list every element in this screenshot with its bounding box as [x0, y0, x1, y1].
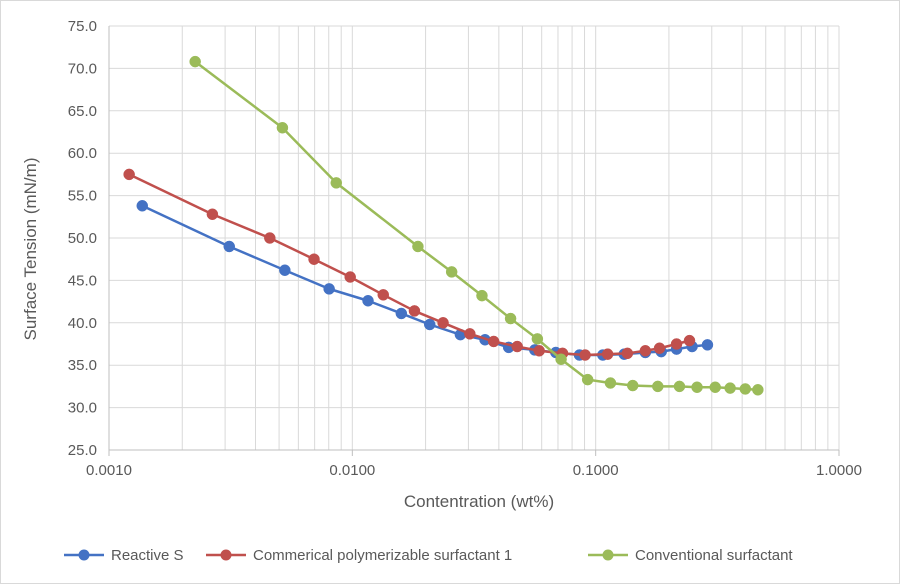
y-tick-label: 30.0 [68, 400, 97, 417]
data-point [621, 347, 634, 360]
legend-label: Reactive S [111, 547, 184, 564]
data-point [344, 271, 356, 283]
data-point [445, 266, 458, 278]
data-point [752, 384, 764, 396]
series-2 [123, 168, 696, 361]
y-tick-label: 25.0 [68, 442, 97, 459]
y-tick-label: 45.0 [68, 272, 97, 289]
axes: 25.0 30.0 35.0 40.0 45.0 50.0 55.0 60.0 65.0 70.0… [68, 18, 862, 479]
data-point [724, 382, 736, 394]
y-tick-label: 75.0 [68, 18, 97, 35]
legend: Reactive S Commerical polymerizable surfa… [64, 547, 793, 564]
data-point [511, 340, 523, 353]
data-point [423, 318, 436, 331]
data-point [604, 377, 617, 389]
data-point [206, 208, 219, 221]
data-point [487, 335, 500, 348]
data-point [437, 317, 449, 329]
x-tick-label: 0.0010 [86, 462, 132, 479]
gridlines [109, 25, 840, 450]
data-point [601, 348, 614, 360]
data-point [412, 240, 424, 253]
legend-item: Conventional surfactant [588, 547, 793, 564]
data-point [264, 232, 276, 244]
data-point [408, 305, 421, 317]
data-point [308, 253, 320, 265]
legend-item: Reactive S [64, 547, 184, 564]
data-point [691, 381, 703, 393]
data-point [683, 334, 696, 347]
series-lines [123, 55, 764, 396]
y-tick-label: 40.0 [68, 315, 97, 332]
y-tick-label: 55.0 [68, 188, 97, 205]
data-point [555, 353, 567, 366]
data-point [533, 345, 545, 357]
legend-label: Commerical polymerizable surfactant 1 [253, 547, 512, 564]
data-point [504, 312, 517, 325]
data-point [464, 328, 476, 340]
x-tick-label: 0.1000 [573, 462, 619, 479]
data-point [123, 168, 135, 181]
data-point [362, 295, 374, 307]
series-3 [189, 55, 764, 396]
y-tick-label: 70.0 [68, 60, 97, 77]
x-tick-label: 0.0100 [329, 462, 375, 479]
data-point [476, 289, 488, 302]
data-point [670, 338, 683, 350]
y-tick-label: 60.0 [68, 145, 97, 162]
x-axis-label: Contentration (wt%) [404, 492, 554, 511]
data-point [223, 240, 235, 253]
data-point [652, 380, 664, 393]
data-point [653, 342, 666, 354]
legend-marker [220, 549, 232, 561]
data-point [279, 264, 291, 276]
data-point [581, 373, 594, 386]
y-tick-label: 35.0 [68, 357, 97, 374]
data-point [739, 383, 752, 395]
data-point [377, 289, 390, 301]
data-point [531, 333, 544, 345]
y-axis-label: Surface Tension (mN/m) [21, 158, 40, 341]
y-tick-label: 50.0 [68, 230, 97, 247]
legend-item: Commerical polymerizable surfactant 1 [206, 547, 512, 564]
data-point [579, 349, 591, 361]
data-point [189, 55, 201, 68]
x-tick-label: 1.0000 [816, 462, 862, 479]
data-point [709, 381, 721, 393]
legend-label: Conventional surfactant [635, 547, 793, 564]
data-point [701, 339, 714, 351]
data-point [395, 307, 408, 320]
data-point [626, 379, 639, 392]
legend-marker [602, 549, 614, 561]
data-point [276, 122, 289, 134]
data-point [639, 345, 652, 357]
data-point [330, 177, 343, 189]
data-point [323, 283, 335, 295]
y-tick-label: 65.0 [68, 103, 97, 120]
legend-marker [78, 549, 90, 561]
series-line [128, 173, 690, 357]
data-point [136, 200, 149, 212]
data-point [673, 380, 686, 393]
